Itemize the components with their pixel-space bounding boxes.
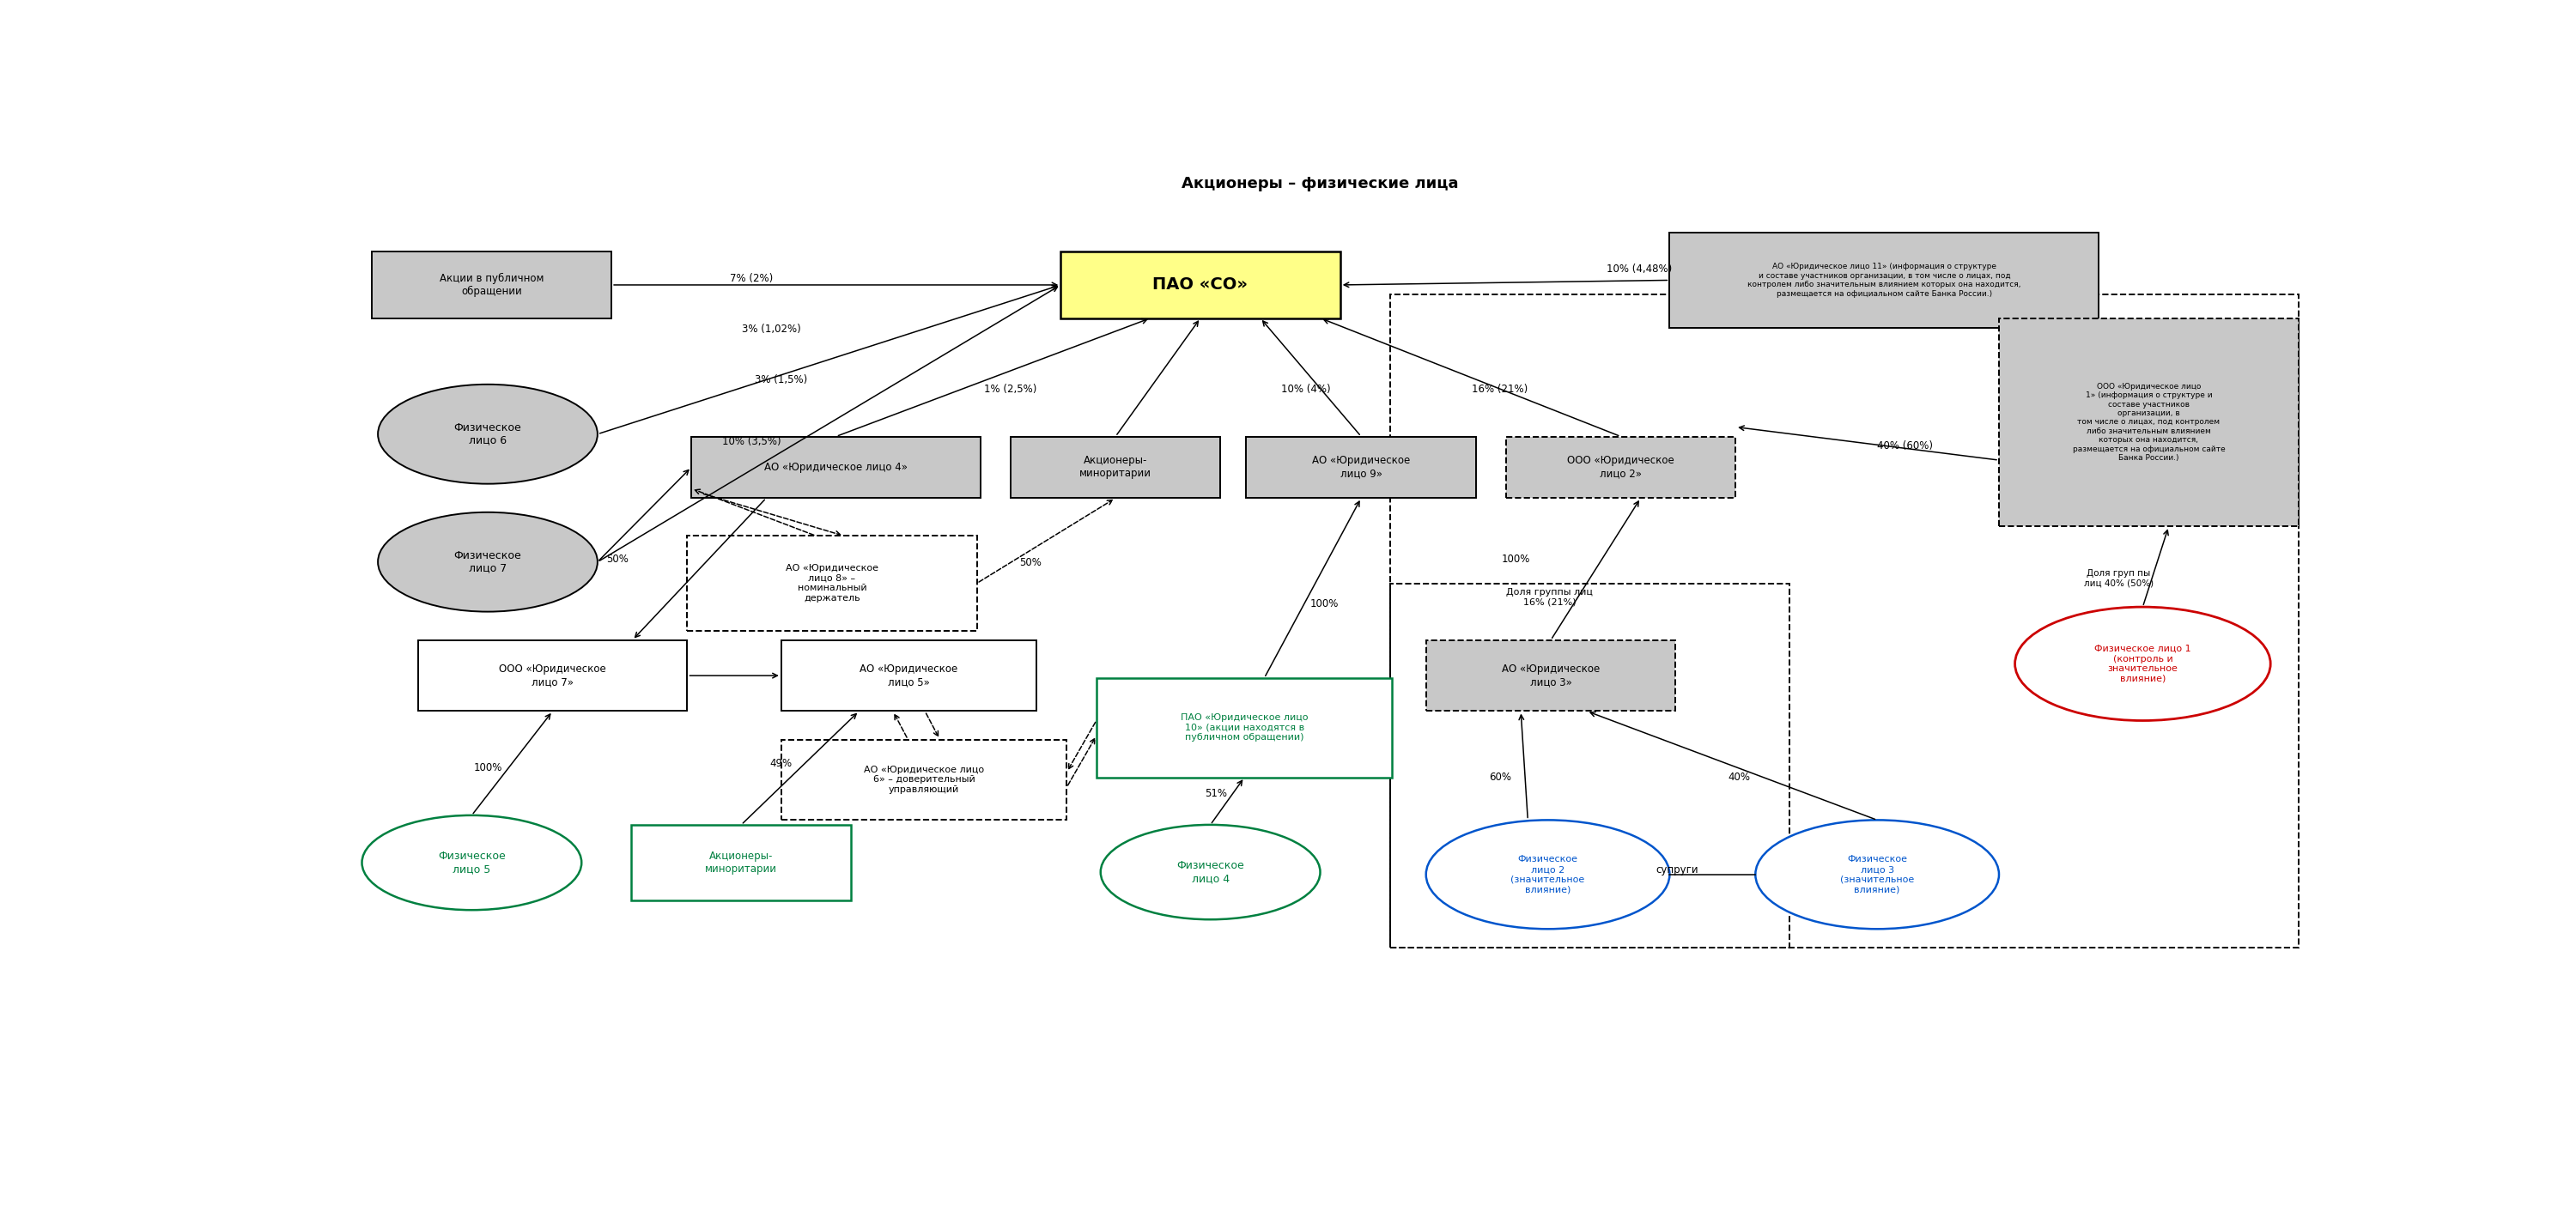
Bar [690,437,981,498]
Text: 60%: 60% [1489,772,1512,784]
Bar [781,739,1066,820]
Bar [1669,232,2099,327]
Ellipse shape [1427,820,1669,929]
Bar [371,252,611,319]
Text: Физическое
лицо 7: Физическое лицо 7 [453,550,520,574]
Text: Физическое
лицо 4: Физическое лицо 4 [1177,860,1244,884]
Text: АО «Юридическое
лицо 5»: АО «Юридическое лицо 5» [860,664,958,688]
Text: ПАО «СО»: ПАО «СО» [1154,277,1247,293]
Bar [631,825,850,900]
Text: 10% (4,48%): 10% (4,48%) [1607,263,1672,274]
Text: 49%: 49% [770,758,793,769]
Bar [1391,294,2298,948]
Text: 10% (4%): 10% (4%) [1280,384,1332,395]
Text: АО «Юридическое
лицо 9»: АО «Юридическое лицо 9» [1311,455,1409,480]
Text: Физическое лицо 1
(контроль и
значительное
влияние): Физическое лицо 1 (контроль и значительн… [2094,645,2192,683]
Text: 40%: 40% [1728,772,1752,784]
Text: ООО «Юридическое лицо
1» (информация о структуре и
составе участников
организаци: ООО «Юридическое лицо 1» (информация о с… [2071,383,2226,461]
Text: 50%: 50% [1020,557,1041,568]
Text: 3% (1,5%): 3% (1,5%) [755,374,806,385]
Text: 100%: 100% [1309,599,1340,610]
Bar [1999,319,2298,526]
Ellipse shape [379,512,598,611]
Text: ООО «Юридическое
лицо 7»: ООО «Юридическое лицо 7» [500,664,605,688]
Text: 51%: 51% [1206,788,1229,800]
Text: Физическое
лицо 3
(значительное
влияние): Физическое лицо 3 (значительное влияние) [1839,855,1914,894]
Ellipse shape [361,815,582,910]
Bar [417,640,688,711]
Ellipse shape [2014,606,2269,721]
Text: АО «Юридическое лицо 4»: АО «Юридическое лицо 4» [765,461,907,472]
Text: Физическое
лицо 6: Физическое лицо 6 [453,422,520,446]
Ellipse shape [1754,820,1999,929]
Text: Физическое
лицо 5: Физическое лицо 5 [438,851,505,875]
Text: АО «Юридическое лицо
6» – доверительный
управляющий: АО «Юридическое лицо 6» – доверительный … [863,765,984,795]
Text: Физическое
лицо 2
(значительное
влияние): Физическое лицо 2 (значительное влияние) [1510,855,1584,894]
Text: Доля группы лиц
16% (21%): Доля группы лиц 16% (21%) [1507,588,1592,606]
Text: 1% (2,5%): 1% (2,5%) [984,384,1038,395]
Text: АО «Юридическое
лицо 3»: АО «Юридическое лицо 3» [1502,664,1600,688]
Text: Акции в публичном
обращении: Акции в публичном обращении [440,273,544,296]
Bar [1247,437,1476,498]
Bar [1507,437,1736,498]
Text: Акционеры – физические лица: Акционеры – физические лица [1182,176,1458,192]
Text: 40% (60%): 40% (60%) [1878,440,1932,451]
Bar [1097,678,1391,777]
Text: 100%: 100% [474,763,502,774]
Text: 7% (2%): 7% (2%) [729,273,773,284]
Text: 3% (1,02%): 3% (1,02%) [742,323,801,335]
Text: ПАО «Юридическое лицо
10» (акции находятся в
публичном обращении): ПАО «Юридическое лицо 10» (акции находят… [1180,713,1309,742]
Text: 16% (21%): 16% (21%) [1471,384,1528,395]
Text: Акционеры-
миноритарии: Акционеры- миноритарии [1079,455,1151,480]
Text: 100%: 100% [1502,554,1530,565]
Bar [1427,640,1674,711]
Ellipse shape [1100,825,1319,920]
Text: АО «Юридическое лицо 11» (информация о структуре
и составе участников организаци: АО «Юридическое лицо 11» (информация о с… [1747,263,2022,298]
Text: 50%: 50% [605,554,629,565]
Bar [688,536,976,631]
Text: супруги: супруги [1656,865,1698,876]
Text: АО «Юридическое
лицо 8» –
номинальный
держатель: АО «Юридическое лицо 8» – номинальный де… [786,565,878,603]
Text: 10% (3,5%): 10% (3,5%) [721,435,781,446]
Bar [781,640,1036,711]
Ellipse shape [379,384,598,483]
Text: ООО «Юридическое
лицо 2»: ООО «Юридическое лицо 2» [1566,455,1674,480]
Bar [1010,437,1221,498]
Bar [1061,252,1340,319]
Text: Доля груп пы
лиц 40% (50%): Доля груп пы лиц 40% (50%) [2084,569,2154,588]
Text: Акционеры-
миноритарии: Акционеры- миноритарии [706,851,778,875]
Bar [1391,583,1790,948]
